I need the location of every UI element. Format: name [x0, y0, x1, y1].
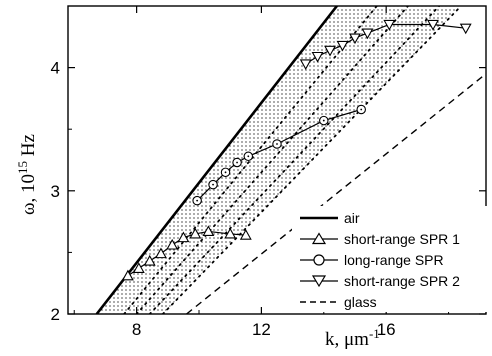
data-point-short-range-spr-1	[239, 229, 252, 240]
legend-marker-triangle-down	[311, 275, 327, 288]
data-point-short-range-spr-2	[324, 45, 336, 57]
data-point-center	[224, 171, 227, 174]
y-tick-label: 4	[51, 59, 60, 78]
x-axis-label: k, μm-1	[325, 326, 380, 350]
y-tick-label: 3	[51, 182, 60, 201]
data-point-short-range-spr-2	[299, 59, 312, 71]
legend: air short-range SPR 1 long-range SPR sho…	[292, 206, 490, 312]
legend-entry-air: air	[300, 210, 360, 226]
dotted-guide-line-4	[161, 6, 462, 314]
legend-label-long-range-spr: long-range SPR	[344, 252, 444, 268]
x-tick-label: 8	[132, 320, 141, 339]
data-point-short-range-spr-2	[383, 19, 396, 31]
legend-label-glass: glass	[344, 294, 377, 310]
data-point-short-range-spr-1	[121, 269, 134, 281]
series-line-air	[95, 6, 338, 314]
data-point-center	[212, 183, 214, 186]
x-tick-label: 12	[252, 320, 271, 339]
data-point-center	[236, 161, 238, 164]
legend-entry-long-range-spr: long-range SPR	[300, 252, 444, 268]
legend-entry-short-range-spr-1: short-range SPR 1	[300, 231, 460, 247]
data-point-center	[360, 108, 363, 111]
data-point-short-range-spr-1	[155, 247, 167, 259]
y-tick-label: 2	[51, 305, 60, 324]
x-tick-label: 16	[377, 320, 396, 339]
data-point-short-range-spr-2	[336, 40, 349, 52]
data-point-short-range-spr-1	[224, 227, 237, 239]
dotted-guide-line-3	[148, 6, 441, 314]
data-point-short-range-spr-1	[202, 225, 215, 237]
legend-label-short-range-spr-1: short-range SPR 1	[344, 231, 460, 247]
data-point-short-range-spr-2	[427, 19, 439, 31]
legend-entry-short-range-spr-2: short-range SPR 2	[300, 273, 460, 289]
data-point-short-range-spr-1	[189, 227, 202, 239]
data-point-center	[322, 119, 325, 122]
axis-ticks: 8 12 16 2 3 4	[51, 5, 486, 339]
data-point-short-range-spr-2	[311, 51, 324, 63]
data-point-short-range-spr-2	[361, 28, 374, 40]
plot-frame	[67, 5, 487, 315]
series-line-glass	[186, 73, 486, 314]
data-point-short-range-spr-1	[177, 231, 190, 243]
data-point-short-range-spr-1	[143, 254, 156, 266]
legend-box	[292, 206, 490, 312]
dotted-region	[96, 6, 462, 314]
data-point-short-range-spr-2	[349, 33, 361, 45]
data-point-center	[196, 199, 199, 202]
data-point-short-range-spr-1	[132, 262, 145, 273]
data-point-center	[276, 143, 278, 145]
legend-entry-glass: glass	[300, 294, 377, 310]
legend-marker-triangle-up	[311, 232, 327, 245]
plot-area	[95, 6, 486, 314]
legend-marker-circle	[313, 254, 325, 266]
dotted-guide-line-1	[123, 6, 378, 314]
y-axis-label: ω, 1015 Hz	[15, 134, 39, 215]
legend-label-air: air	[344, 210, 360, 226]
data-point-short-range-spr-1	[166, 238, 179, 250]
data-point-center	[247, 155, 250, 158]
legend-label-short-range-spr-2: short-range SPR 2	[344, 273, 460, 289]
data-point-short-range-spr-2	[459, 23, 472, 35]
